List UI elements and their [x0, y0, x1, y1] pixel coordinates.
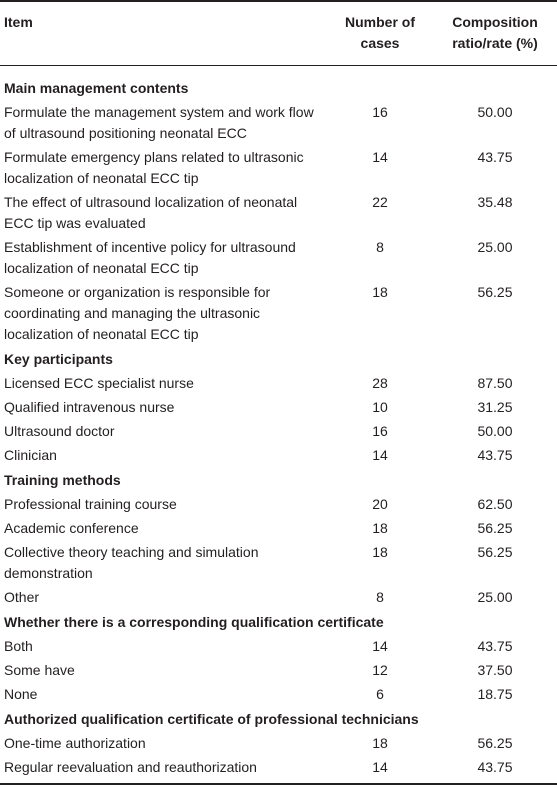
rate-cell: 37.50	[477, 662, 513, 678]
item-cell: Establishment of incentive policy for ul…	[4, 239, 296, 276]
cases-cell: 6	[376, 686, 384, 702]
item-cell: Clinician	[4, 447, 57, 463]
item-cell: Formulate emergency plans related to ult…	[4, 149, 304, 186]
table-row: Licensed ECC specialist nurse 28 87.50	[0, 372, 557, 396]
rate-cell: 56.25	[477, 520, 513, 536]
cases-cell: 20	[372, 496, 388, 512]
table-header: Item Number of cases Composition ratio/r…	[0, 0, 557, 66]
item-cell: Academic conference	[4, 520, 139, 536]
rate-cell: 18.75	[477, 686, 513, 702]
table-row: Both 14 43.75	[0, 635, 557, 659]
item-cell: Regular reevaluation and reauthorization	[0, 756, 327, 785]
table-row: Professional training course 20 62.50	[0, 493, 557, 517]
item-cell: Professional training course	[4, 496, 177, 512]
section-header-row: Main management contents	[0, 66, 557, 102]
table-row: Qualified intravenous nurse 10 31.25	[0, 396, 557, 420]
table-row: Other 8 25.00	[0, 586, 557, 610]
item-cell: Ultrasound doctor	[4, 423, 115, 439]
item-cell: Other	[4, 589, 40, 605]
cases-cell: 22	[372, 194, 388, 210]
section-header-row: Whether there is a corresponding qualifi…	[0, 610, 557, 635]
rate-cell: 31.25	[477, 399, 513, 415]
cases-cell: 8	[376, 239, 384, 255]
rate-cell: 43.75	[477, 638, 513, 654]
item-cell: Collective theory teaching and simulatio…	[4, 544, 259, 581]
cases-cell: 18	[372, 544, 388, 560]
item-cell: Someone or organization is responsible f…	[4, 284, 271, 342]
table-row: The effect of ultrasound localization of…	[0, 191, 557, 236]
section-title: Key participants	[4, 351, 113, 367]
cases-cell: 14	[372, 447, 388, 463]
cases-cell: 16	[372, 104, 388, 120]
table-row: Academic conference 18 56.25	[0, 517, 557, 541]
item-cell: One-time authorization	[4, 735, 146, 751]
cases-cell: 14	[327, 756, 433, 785]
cases-cell: 16	[372, 423, 388, 439]
section-title: Training methods	[4, 472, 121, 488]
section-title: Authorized qualification certificate of …	[4, 711, 419, 727]
table-row: Collective theory teaching and simulatio…	[0, 541, 557, 586]
rate-cell: 62.50	[477, 496, 513, 512]
table-row: Regular reevaluation and reauthorization…	[0, 756, 557, 785]
rate-cell: 43.75	[477, 149, 513, 165]
rate-cell: 50.00	[477, 104, 513, 120]
rate-cell: 25.00	[477, 589, 513, 605]
table-row: Formulate emergency plans related to ult…	[0, 146, 557, 191]
item-cell: Formulate the management system and work…	[4, 104, 314, 141]
header-item: Item	[0, 0, 327, 66]
section-header-row: Authorized qualification certificate of …	[0, 707, 557, 732]
section-header-row: Training methods	[0, 468, 557, 493]
table-row: One-time authorization 18 56.25	[0, 732, 557, 756]
cases-cell: 10	[372, 399, 388, 415]
item-cell: Both	[4, 638, 33, 654]
header-composition-ratio: Composition ratio/rate (%)	[433, 0, 557, 66]
rate-cell: 43.75	[433, 756, 557, 785]
cases-cell: 14	[372, 149, 388, 165]
cases-cell: 8	[376, 589, 384, 605]
section-title: Main management contents	[4, 80, 189, 96]
table-row: Ultrasound doctor 16 50.00	[0, 420, 557, 444]
cases-cell: 18	[372, 735, 388, 751]
rate-cell: 56.25	[477, 284, 513, 300]
rate-cell: 56.25	[477, 735, 513, 751]
header-row: Item Number of cases Composition ratio/r…	[0, 0, 557, 66]
table-row: Some have 12 37.50	[0, 659, 557, 683]
cases-cell: 18	[372, 520, 388, 536]
item-cell: The effect of ultrasound localization of…	[4, 194, 298, 231]
rate-cell: 25.00	[477, 239, 513, 255]
section-header-row: Key participants	[0, 347, 557, 372]
section-title: Whether there is a corresponding qualifi…	[4, 614, 384, 630]
header-number-of-cases: Number of cases	[327, 0, 433, 66]
rate-cell: 56.25	[477, 544, 513, 560]
table-row: Establishment of incentive policy for ul…	[0, 236, 557, 281]
table-body: Main management contents Formulate the ma…	[0, 66, 557, 785]
table-row: Formulate the management system and work…	[0, 101, 557, 146]
rate-cell: 35.48	[477, 194, 513, 210]
table-row: Someone or organization is responsible f…	[0, 281, 557, 347]
cases-cell: 14	[372, 638, 388, 654]
rate-cell: 87.50	[477, 375, 513, 391]
rate-cell: 43.75	[477, 447, 513, 463]
item-cell: Licensed ECC specialist nurse	[4, 375, 194, 391]
cases-cell: 28	[372, 375, 388, 391]
cases-cell: 18	[372, 284, 388, 300]
item-cell: None	[4, 686, 38, 702]
table-row: Clinician 14 43.75	[0, 444, 557, 468]
rate-cell: 50.00	[477, 423, 513, 439]
table-row: None 6 18.75	[0, 683, 557, 707]
item-cell: Some have	[4, 662, 75, 678]
cases-cell: 12	[372, 662, 388, 678]
item-cell: Qualified intravenous nurse	[4, 399, 175, 415]
